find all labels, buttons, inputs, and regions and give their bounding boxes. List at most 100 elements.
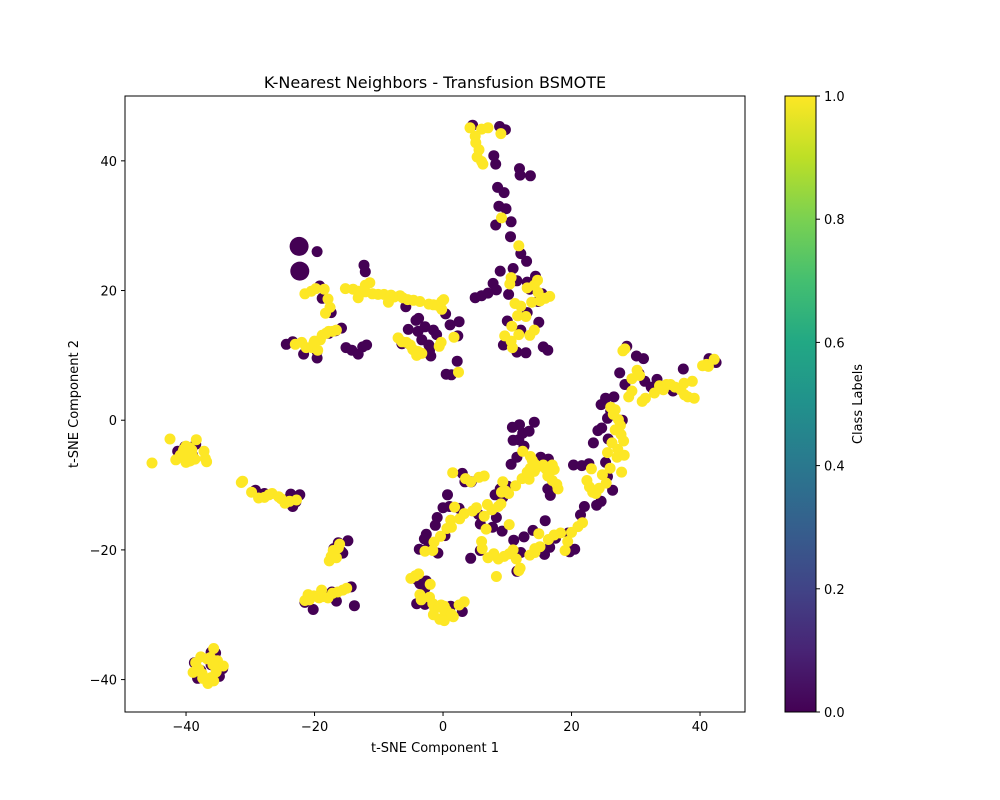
class-1-point bbox=[470, 502, 482, 514]
class-0-point bbox=[568, 459, 579, 471]
class-0-point bbox=[528, 416, 540, 428]
class-1-point bbox=[513, 329, 525, 341]
class-0-point bbox=[418, 533, 430, 545]
class-1-point bbox=[520, 311, 532, 322]
y-tick-label: 20 bbox=[100, 285, 117, 300]
class-0-large-point bbox=[290, 261, 310, 281]
class-1-point bbox=[330, 324, 342, 336]
class-0-point bbox=[496, 525, 508, 537]
class-1-point bbox=[438, 615, 450, 627]
class-0-large-point bbox=[289, 236, 309, 256]
colorbar-tick-label: 0.6 bbox=[824, 336, 845, 351]
class-1-point bbox=[514, 562, 526, 574]
class-0-point bbox=[607, 484, 619, 496]
x-axis-label: t-SNE Component 1 bbox=[371, 741, 499, 756]
class-1-point bbox=[503, 488, 515, 499]
class-1-point bbox=[618, 435, 630, 447]
x-tick-label: 40 bbox=[692, 720, 709, 735]
class-0-point bbox=[542, 344, 554, 356]
class-0-point bbox=[591, 499, 603, 511]
class-1-point bbox=[291, 494, 302, 506]
x-tick-label: −40 bbox=[172, 720, 199, 735]
class-0-point bbox=[523, 425, 535, 437]
class-1-point bbox=[413, 568, 425, 580]
class-0-point bbox=[677, 363, 689, 375]
class-1-point bbox=[528, 324, 540, 336]
class-0-point bbox=[429, 519, 441, 531]
class-1-point bbox=[201, 456, 213, 468]
class-1-point bbox=[190, 434, 202, 446]
class-1-point bbox=[490, 571, 502, 582]
class-1-point bbox=[208, 643, 220, 654]
class-1-point bbox=[424, 578, 436, 590]
class-0-point bbox=[402, 323, 414, 335]
class-0-point bbox=[451, 355, 463, 367]
x-tick-label: −20 bbox=[301, 720, 328, 735]
class-1-point bbox=[596, 469, 608, 481]
class-1-point bbox=[334, 538, 346, 550]
class-0-point bbox=[500, 203, 512, 215]
class-0-point bbox=[503, 288, 515, 300]
colorbar-gradient bbox=[784, 95, 817, 713]
class-1-point bbox=[505, 272, 517, 284]
class-1-point bbox=[478, 510, 490, 522]
class-1-point bbox=[515, 300, 527, 312]
class-1-point bbox=[480, 523, 492, 535]
class-0-point bbox=[342, 535, 354, 547]
class-0-point bbox=[578, 501, 590, 512]
class-1-point bbox=[532, 287, 544, 298]
class-1-point bbox=[552, 483, 564, 495]
class-1-point bbox=[495, 498, 507, 510]
class-0-point bbox=[520, 347, 532, 359]
class-1-point bbox=[482, 122, 494, 134]
class-0-point bbox=[505, 216, 517, 228]
y-tick-label: 0 bbox=[109, 414, 117, 429]
class-0-point bbox=[280, 338, 292, 350]
class-1-point bbox=[562, 536, 574, 547]
class-0-point bbox=[505, 231, 516, 243]
class-1-point bbox=[449, 501, 461, 513]
scatter-points bbox=[146, 119, 722, 689]
class-1-point bbox=[428, 536, 440, 548]
class-1-point bbox=[559, 545, 571, 556]
class-0-point bbox=[352, 348, 364, 360]
class-1-point bbox=[411, 349, 423, 361]
class-0-point bbox=[348, 600, 360, 612]
class-0-point bbox=[506, 421, 518, 433]
class-1-point bbox=[477, 158, 489, 170]
class-1-point bbox=[506, 342, 518, 354]
class-1-large-point bbox=[177, 441, 197, 461]
class-0-point bbox=[488, 150, 500, 162]
class-0-point bbox=[465, 552, 477, 564]
class-0-point bbox=[507, 434, 519, 446]
y-tick-label: −40 bbox=[90, 674, 117, 689]
class-1-point bbox=[208, 675, 220, 687]
class-1-point bbox=[210, 666, 222, 678]
class-1-point bbox=[686, 375, 698, 387]
class-1-point bbox=[438, 294, 450, 306]
class-0-point bbox=[638, 353, 649, 365]
class-1-point bbox=[164, 433, 176, 445]
class-1-point bbox=[310, 283, 322, 295]
class-0-point bbox=[361, 339, 373, 351]
class-1-point bbox=[604, 462, 616, 474]
class-1-point bbox=[626, 373, 638, 385]
colorbar-tick-label: 0.2 bbox=[824, 583, 845, 598]
class-1-point bbox=[419, 545, 431, 557]
class-1-point bbox=[441, 523, 453, 534]
class-1-point bbox=[636, 395, 648, 407]
class-1-point bbox=[482, 552, 494, 564]
class-1-point bbox=[534, 295, 546, 307]
class-1-point bbox=[382, 296, 394, 308]
class-1-point bbox=[617, 345, 629, 357]
class-0-point bbox=[494, 265, 506, 277]
class-0-point bbox=[507, 263, 519, 274]
class-1-point bbox=[708, 353, 720, 365]
class-1-point bbox=[678, 377, 690, 389]
class-1-point bbox=[445, 608, 457, 620]
y-axis-label: t-SNE Component 2 bbox=[67, 340, 82, 468]
class-1-point bbox=[532, 274, 543, 286]
class-1-point bbox=[542, 534, 554, 545]
colorbar-ticks: 0.0 0.2 0.4 0.6 0.8 1.0 bbox=[816, 90, 845, 721]
class-0-point bbox=[307, 604, 319, 615]
